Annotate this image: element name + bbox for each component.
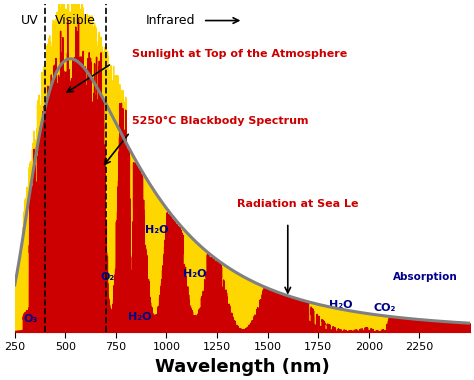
- Text: CO₂: CO₂: [374, 303, 396, 313]
- Text: UV: UV: [21, 14, 39, 27]
- Text: Infrared: Infrared: [146, 14, 196, 27]
- X-axis label: Wavelength (nm): Wavelength (nm): [155, 358, 329, 376]
- Text: Sunlight at Top of the Atmosphere: Sunlight at Top of the Atmosphere: [132, 49, 347, 59]
- Text: H₂O: H₂O: [128, 312, 152, 323]
- Text: Absorption: Absorption: [393, 272, 458, 282]
- Text: H₂O: H₂O: [183, 269, 207, 279]
- Text: H₂O: H₂O: [328, 300, 352, 310]
- Text: Visible: Visible: [55, 14, 96, 27]
- Text: 5250°C Blackbody Spectrum: 5250°C Blackbody Spectrum: [132, 116, 309, 126]
- Text: Radiation at Sea Le: Radiation at Sea Le: [237, 199, 359, 209]
- Text: H₂O: H₂O: [145, 225, 168, 235]
- Text: O₂: O₂: [100, 272, 115, 282]
- Text: O₃: O₃: [24, 314, 38, 324]
